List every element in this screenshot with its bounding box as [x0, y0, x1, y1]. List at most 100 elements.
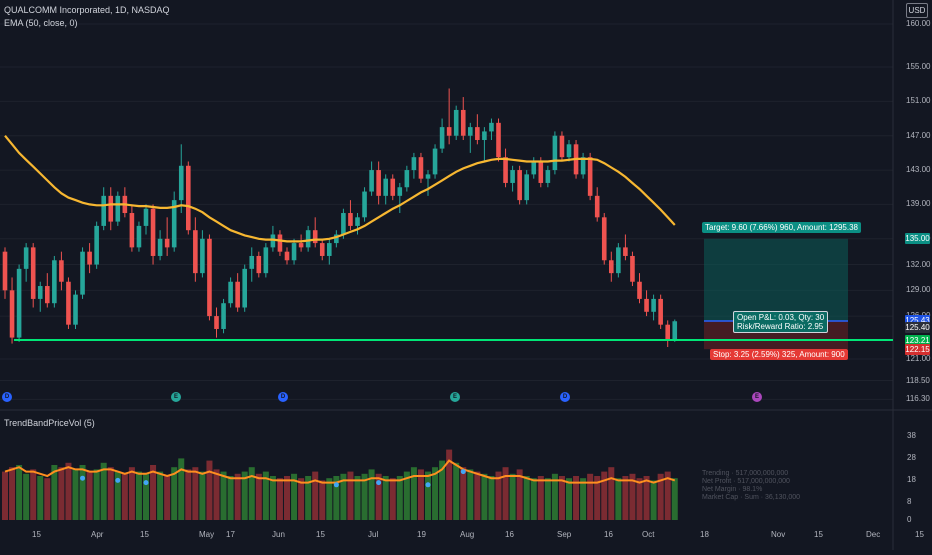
candle-body	[453, 109, 459, 136]
candle	[383, 174, 388, 205]
candle-body	[475, 127, 480, 141]
volume-bar	[30, 469, 37, 520]
volume-bar	[107, 467, 114, 520]
candle-body	[228, 281, 233, 304]
candle-body	[94, 225, 99, 265]
indicator-dot	[333, 482, 339, 488]
candle	[524, 170, 529, 205]
indicator-name[interactable]: TrendBandPriceVol (5)	[4, 418, 95, 428]
indicator-line	[4, 459, 676, 484]
indicator-dot	[80, 475, 86, 481]
volume-bar	[671, 478, 678, 520]
candle-body	[587, 157, 593, 196]
volume-bar	[199, 471, 206, 520]
volume-bar	[587, 473, 594, 520]
volume-bar	[502, 467, 509, 520]
time-tick-label: Oct	[642, 530, 655, 539]
candle-body	[298, 243, 304, 248]
pnl-label[interactable]: Open P&L: 0.03, Qty: 30 Risk/Reward Rati…	[733, 311, 829, 333]
candle	[425, 170, 431, 196]
candle	[87, 243, 92, 274]
candle	[108, 187, 114, 231]
candle	[242, 264, 247, 312]
candle	[453, 105, 459, 141]
candle-body	[2, 251, 8, 291]
candle-body	[559, 135, 565, 158]
candle-body	[545, 170, 551, 183]
volume-bar	[178, 458, 185, 520]
volume-bar	[16, 465, 23, 520]
candle-body	[115, 195, 121, 222]
volume-bar	[573, 476, 580, 520]
time-tick-label: 17	[226, 530, 235, 539]
candle	[376, 161, 381, 205]
indicator-stats: Trending · 517,000,000,000 Net Profit · 5…	[702, 470, 800, 502]
candle	[207, 234, 212, 321]
candle-body	[524, 174, 529, 201]
volume-bar	[72, 469, 79, 520]
candle	[468, 122, 473, 153]
volume-bar	[453, 462, 460, 520]
volume-bar	[650, 480, 657, 520]
time-tick-label: Aug	[460, 530, 475, 539]
indicator-tick-label: 18	[907, 475, 916, 485]
event-badge[interactable]: D	[278, 392, 288, 402]
candle	[460, 97, 466, 141]
candle	[52, 255, 57, 308]
candle-body	[178, 165, 184, 201]
event-badge[interactable]: D	[560, 392, 570, 402]
candle-body	[503, 157, 508, 183]
volume-bar	[643, 476, 650, 520]
candle	[411, 152, 417, 179]
candle-body	[594, 195, 600, 218]
price-tag: 125.43	[905, 315, 930, 327]
candle-body	[221, 303, 226, 329]
candle	[616, 243, 621, 278]
candle-body	[397, 187, 403, 196]
symbol-legend[interactable]: QUALCOMM Incorporated, 1D, NASDAQ	[4, 5, 170, 15]
candle-body	[334, 234, 339, 244]
event-badge[interactable]: D	[2, 392, 12, 402]
candle-body	[59, 260, 64, 282]
currency-badge[interactable]: USD	[906, 3, 928, 18]
volume-bar	[340, 473, 347, 520]
volume-bar	[460, 467, 467, 520]
candle-body	[73, 294, 78, 325]
candle	[418, 152, 424, 183]
volume-bar	[375, 473, 382, 520]
volume-bar	[305, 476, 312, 520]
volume-bar	[657, 473, 664, 520]
stop-label[interactable]: Stop: 3.25 (2.59%) 325, Amount: 900	[710, 349, 848, 360]
price-tick-label: 160.00	[906, 19, 931, 29]
candle	[517, 165, 522, 205]
candle	[397, 182, 403, 214]
candle	[432, 144, 438, 179]
volume-bar	[389, 478, 396, 520]
volume-bar	[523, 476, 530, 520]
event-badge[interactable]: E	[752, 392, 762, 402]
candle-body	[80, 251, 85, 295]
candle-body	[249, 255, 255, 269]
candle	[16, 264, 22, 342]
candle-body	[482, 131, 487, 141]
candle-body	[277, 234, 283, 252]
volume-bar	[530, 478, 537, 520]
candle	[178, 144, 184, 214]
volume-bar	[636, 478, 643, 520]
candle	[256, 251, 262, 278]
ema-legend[interactable]: EMA (50, close, 0)	[4, 18, 78, 28]
target-label[interactable]: Target: 9.60 (7.66%) 960, Amount: 1295.3…	[702, 222, 861, 233]
time-tick-label: 15	[32, 530, 41, 539]
indicator-tick-label: 0	[907, 515, 912, 524]
candle	[30, 243, 36, 308]
volume-bar	[439, 460, 446, 520]
candle-body	[468, 127, 473, 136]
volume-bar	[262, 471, 269, 520]
price-tick-label: 118.50	[906, 375, 930, 385]
time-tick-label: Apr	[91, 530, 104, 539]
event-badge[interactable]: E	[171, 392, 181, 402]
candle	[580, 152, 586, 179]
event-badge[interactable]: E	[450, 392, 460, 402]
